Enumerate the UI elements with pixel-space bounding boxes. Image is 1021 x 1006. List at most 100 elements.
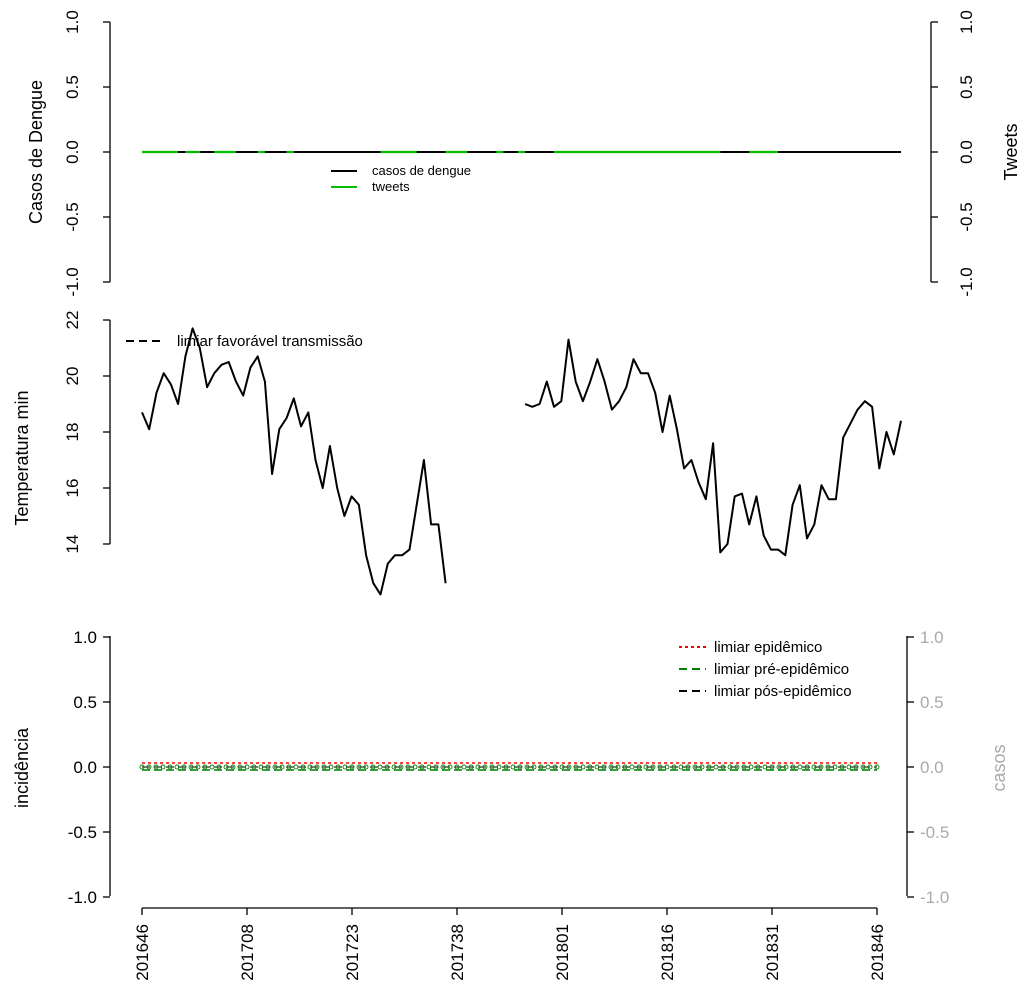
panel1-left-tick-label: -0.5 — [63, 202, 82, 231]
incidencia-point — [223, 764, 229, 770]
incidencia-point — [433, 764, 439, 770]
panel2-tick-label: 18 — [63, 423, 82, 442]
incidencia-point — [587, 764, 593, 770]
incidencia-point — [846, 764, 852, 770]
incidencia-point — [615, 764, 621, 770]
incidencia-point — [384, 764, 390, 770]
incidencia-point — [251, 764, 257, 770]
incidencia-point — [440, 764, 446, 770]
panel1-left-tick-label: 0.5 — [63, 75, 82, 99]
panel2-tick-label: 20 — [63, 367, 82, 386]
panel1-right-tick-label: -1.0 — [957, 267, 976, 296]
incidencia-point — [370, 764, 376, 770]
incidencia-point — [237, 764, 243, 770]
panel-incidencia: -1.0 -0.5 0.0 0.5 1.0 -1.0 -0.5 0.0 0.5 1.0 inci… — [12, 628, 1009, 981]
incidencia-point — [650, 764, 656, 770]
incidencia-point — [538, 764, 544, 770]
series-incidencia-points — [139, 764, 880, 770]
panel1-right-tick-label: 1.0 — [957, 10, 976, 34]
incidencia-point — [265, 764, 271, 770]
panel3-left-tick-label: 1.0 — [73, 628, 97, 647]
panel3-right-ylabel: casos — [989, 744, 1009, 791]
incidencia-point — [503, 764, 509, 770]
incidencia-point — [783, 764, 789, 770]
incidencia-point — [482, 764, 488, 770]
incidencia-point — [321, 764, 327, 770]
incidencia-point — [405, 764, 411, 770]
x-tick-label: 201738 — [448, 924, 467, 981]
incidencia-point — [636, 764, 642, 770]
incidencia-point — [181, 764, 187, 770]
incidencia-point — [559, 764, 565, 770]
incidencia-point — [839, 764, 845, 770]
panel1-right-tick-label: 0.0 — [957, 140, 976, 164]
x-tick-label: 201831 — [763, 924, 782, 981]
incidencia-point — [489, 764, 495, 770]
panel2-tick-label: 22 — [63, 311, 82, 330]
incidencia-point — [594, 764, 600, 770]
incidencia-point — [755, 764, 761, 770]
incidencia-point — [216, 764, 222, 770]
incidencia-point — [818, 764, 824, 770]
panel3-left-ticks: -1.0 -0.5 0.0 0.5 1.0 — [68, 628, 110, 907]
panel1-right-ylabel: Tweets — [1001, 123, 1021, 180]
incidencia-point — [811, 764, 817, 770]
incidencia-point — [629, 764, 635, 770]
panel1-right-tick-label: 0.5 — [957, 75, 976, 99]
incidencia-point — [398, 764, 404, 770]
incidencia-point — [335, 764, 341, 770]
incidencia-point — [517, 764, 523, 770]
incidencia-point — [713, 764, 719, 770]
incidencia-point — [314, 764, 320, 770]
panel2-tick-label: 14 — [63, 535, 82, 554]
incidencia-point — [391, 764, 397, 770]
x-tick-label: 201708 — [238, 924, 257, 981]
panel1-left-tick-label: 1.0 — [63, 10, 82, 34]
panel1-left-tick-label: -1.0 — [63, 267, 82, 296]
incidencia-point — [419, 764, 425, 770]
panel1-left-ylabel: Casos de Dengue — [26, 80, 46, 224]
x-tick-label: 201801 — [553, 924, 572, 981]
series-temperatura-min-line — [141, 327, 902, 596]
incidencia-point — [790, 764, 796, 770]
incidencia-point — [580, 764, 586, 770]
legend-casos-de-dengue-label: casos de dengue — [372, 163, 471, 178]
legend-limiar-favoravel-label: limiar favorável transmissão — [177, 333, 363, 350]
incidencia-point — [552, 764, 558, 770]
incidencia-point — [699, 764, 705, 770]
incidencia-point — [608, 764, 614, 770]
incidencia-point — [727, 764, 733, 770]
panel3-left-tick-label: 0.5 — [73, 693, 97, 712]
incidencia-point — [657, 764, 663, 770]
incidencia-point — [349, 764, 355, 770]
incidencia-point — [853, 764, 859, 770]
incidencia-point — [153, 764, 159, 770]
incidencia-point — [244, 764, 250, 770]
incidencia-point — [167, 764, 173, 770]
panel2-tick-label: 16 — [63, 479, 82, 498]
incidencia-point — [475, 764, 481, 770]
incidencia-point — [174, 764, 180, 770]
incidencia-point — [804, 764, 810, 770]
legend-epidemico-label: limiar epidêmico — [714, 639, 822, 656]
panel1-right-ticks: -1.0 -0.5 0.0 0.5 1.0 — [931, 10, 976, 297]
incidencia-point — [748, 764, 754, 770]
incidencia-point — [377, 764, 383, 770]
x-tick-label: 201723 — [343, 924, 362, 981]
panel3-right-tick-label: 0.5 — [920, 693, 944, 712]
incidencia-point — [776, 764, 782, 770]
incidencia-point — [685, 764, 691, 770]
incidencia-point — [860, 764, 866, 770]
panel1-right-tick-label: -0.5 — [957, 202, 976, 231]
incidencia-point — [510, 764, 516, 770]
panel3-left-tick-label: 0.0 — [73, 758, 97, 777]
incidencia-point — [545, 764, 551, 770]
incidencia-point — [678, 764, 684, 770]
incidencia-point — [454, 764, 460, 770]
panel3-right-ticks: -1.0 -0.5 0.0 0.5 1.0 — [907, 628, 949, 907]
incidencia-point — [524, 764, 530, 770]
incidencia-point — [307, 764, 313, 770]
incidencia-point — [769, 764, 775, 770]
incidencia-point — [160, 764, 166, 770]
